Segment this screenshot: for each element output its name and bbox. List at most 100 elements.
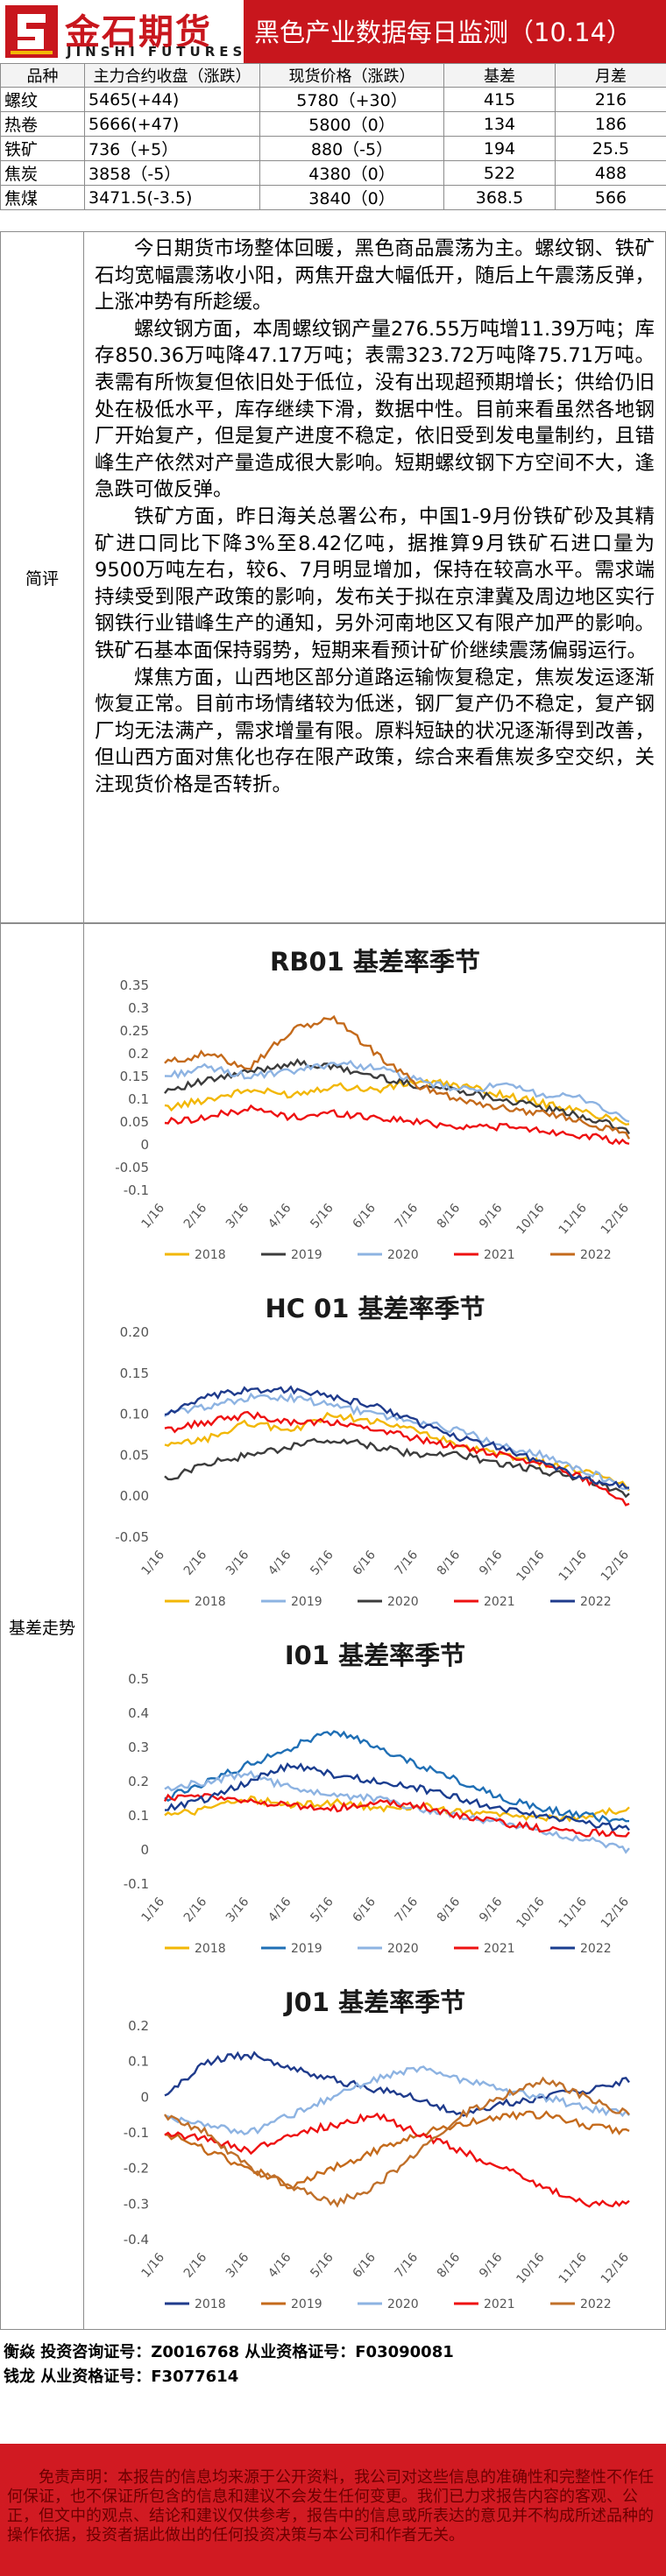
y-tick-label: 0.1: [128, 2054, 149, 2070]
chart-hc01-plot: 0.20 0.15 0.10 0.05 0.00 -0.05 1/16 2/16 3/16 4/1…: [115, 1327, 632, 1609]
series-line-2021: [164, 1410, 630, 1507]
y-tick-label: 0.1: [128, 1091, 149, 1107]
chart-i01: I01 基差率季节 0.5 0.4 0.3 0.2 0.1 0 -0.1 1/16 2/16 3/…: [88, 1625, 662, 1966]
spot-price: 3840（0）: [259, 185, 444, 210]
x-tick-label: 6/16: [350, 1201, 379, 1231]
series-line-2021: [164, 1104, 630, 1146]
y-tick-label: 0.2: [128, 1046, 149, 1062]
contract-close: 3858（-5）: [84, 160, 260, 186]
disclaimer-box: 免责声明：本报告的信息均来源于公开资料，我公司对这些信息的准确性和完整性不作任何…: [0, 2444, 666, 2576]
contract-close: 5666(+47): [84, 111, 260, 137]
legend-entry: 2018: [195, 1595, 226, 1609]
price-table: 品种 主力合约收盘（涨跌） 现货价格（涨跌） 基差 月差 螺纹 5465(+44…: [0, 63, 666, 210]
chart-title: HC 01 基差率季节: [265, 1294, 485, 1323]
x-tick-label: 11/16: [556, 1548, 590, 1584]
y-tick-label: -0.4: [124, 2232, 149, 2248]
x-tick-label: 12/16: [599, 1548, 632, 1584]
x-tick-label: 9/16: [477, 1201, 506, 1231]
y-tick-label: -0.2: [124, 2161, 149, 2177]
table-header-cell: 品种: [0, 63, 85, 88]
comment-paragraph: 螺纹钢方面，本周螺纹钢产量276.55万吨增11.39万吨；库存850.36万吨…: [95, 317, 655, 502]
table-row: 螺纹 5465(+44) 5780（+30） 415 216: [0, 87, 666, 112]
charts-label-cell: 基差走势: [0, 923, 84, 2330]
y-tick-label: 0.15: [120, 1069, 149, 1084]
y-tick-label: -0.1: [124, 1182, 149, 1198]
x-tick-label: 5/16: [308, 1548, 337, 1577]
spread-value: 25.5: [555, 136, 666, 161]
legend-entry: 2022: [580, 1248, 612, 1262]
legend-entry: 2021: [484, 1942, 515, 1956]
series-line-2022: [164, 2076, 630, 2208]
charts-cell: RB01 基差率季节 0.35 0.3 0.25 0.2 0.15 0.1 0.05 0 -0.…: [84, 923, 666, 2330]
logo-chinese-text: 金石期货: [65, 12, 212, 53]
basis-value: 368.5: [443, 185, 556, 210]
y-tick-label: 0.20: [120, 1327, 149, 1340]
legend-entry: 2018: [195, 2297, 226, 2311]
x-tick-label: 2/16: [181, 1201, 210, 1231]
series-line-2018: [164, 1078, 630, 1126]
x-tick-label: 7/16: [393, 1201, 422, 1231]
legend-entry: 2022: [580, 1942, 612, 1956]
legend-entry: 2021: [484, 1595, 515, 1609]
chart-hc01: HC 01 基差率季节 0.20 0.15 0.10 0.05 0.00 -0.05 1/1…: [88, 1278, 662, 1620]
commodity-name: 螺纹: [0, 87, 85, 112]
series-line-2020: [164, 1769, 630, 1854]
analyst-line: 钱龙 从业资格证号：F3077614: [4, 2368, 239, 2386]
table-row: 铁矿 736（+5） 880（-5） 194 25.5: [0, 136, 666, 161]
comment-paragraph: 煤焦方面，山西地区部分道路运输恢复稳定，焦炭发运逐渐恢复正常。目前市场情绪较为低…: [95, 666, 655, 796]
series-line-2022: [164, 1762, 630, 1831]
y-tick-label: 0.05: [120, 1114, 149, 1130]
y-tick-label: 0.1: [128, 1808, 149, 1824]
commodity-name: 铁矿: [0, 136, 85, 161]
table-row: 焦煤 3471.5(-3.5) 3840（0） 368.5 566: [0, 185, 666, 210]
legend-entry: 2021: [484, 1248, 515, 1262]
basis-value: 194: [443, 136, 556, 161]
x-tick-label: 2/16: [181, 1548, 210, 1577]
series-line-2018: [164, 2050, 630, 2117]
legend-entry: 2018: [195, 1248, 226, 1262]
series-line-2020: [164, 2065, 630, 2135]
spread-value: 186: [555, 111, 666, 137]
y-tick-label: 0: [140, 2089, 149, 2105]
chart-rb01: RB01 基差率季节 0.35 0.3 0.25 0.2 0.15 0.1 0.05 0 -0.…: [88, 931, 662, 1273]
x-tick-label: 5/16: [308, 2250, 337, 2280]
x-tick-label: 2/16: [181, 1895, 210, 1924]
y-tick-label: 0.05: [120, 1447, 149, 1463]
x-tick-label: 9/16: [477, 1548, 506, 1577]
page-title: 黑色产业数据每日监测（10.14）: [254, 18, 633, 47]
x-tick-label: 7/16: [393, 1548, 422, 1577]
analyst-info: 衡焱 投资咨询证号：Z0016768 从业资格证号：F03090081 钱龙 从…: [4, 2340, 454, 2389]
table-header-cell: 现货价格（涨跌）: [259, 63, 444, 88]
spread-value: 566: [555, 185, 666, 210]
y-tick-label: 0.00: [120, 1488, 149, 1504]
x-tick-label: 9/16: [477, 2250, 506, 2280]
table-header-cell: 基差: [443, 63, 556, 88]
commodity-name: 热卷: [0, 111, 85, 137]
y-tick-label: 0.2: [128, 1774, 149, 1789]
x-tick-label: 4/16: [266, 2250, 294, 2280]
x-tick-label: 7/16: [393, 1895, 422, 1924]
legend-entry: 2019: [291, 1942, 322, 1956]
series-line-2019: [164, 2110, 630, 2190]
chart-title: J01 基差率季节: [284, 1987, 466, 2017]
legend-entry: 2020: [387, 1248, 419, 1262]
x-tick-label: 12/16: [599, 1895, 632, 1930]
contract-close: 5465(+44): [84, 87, 260, 112]
y-tick-label: -0.3: [124, 2196, 149, 2212]
x-tick-label: 8/16: [435, 1201, 464, 1231]
chart-i01-plot: 0.5 0.4 0.3 0.2 0.1 0 -0.1 1/16 2/16 3/16 4/16 5/16…: [124, 1674, 632, 1956]
x-tick-label: 10/16: [514, 1548, 548, 1584]
x-tick-label: 6/16: [350, 1548, 379, 1577]
y-tick-label: 0.2: [128, 2021, 149, 2034]
series-line-2019: [164, 1057, 630, 1135]
x-tick-label: 3/16: [223, 2250, 252, 2280]
legend-entry: 2020: [387, 1942, 419, 1956]
series-line-2020: [164, 1437, 630, 1499]
legend-entry: 2021: [484, 2297, 515, 2311]
x-tick-label: 1/16: [139, 1895, 168, 1924]
chart-title: RB01 基差率季节: [270, 947, 480, 977]
chart-j01: J01 基差率季节 0.2 0.1 0 -0.1 -0.2 -0.3 -0.4 1/16 2/1…: [88, 1972, 662, 2322]
spot-price: 5800（0）: [259, 111, 444, 137]
comment-paragraph: 今日期货市场整体回暖，黑色商品震荡为主。螺纹钢、铁矿石均宽幅震荡收小阳，两焦开盘…: [95, 237, 655, 314]
spread-value: 488: [555, 160, 666, 186]
